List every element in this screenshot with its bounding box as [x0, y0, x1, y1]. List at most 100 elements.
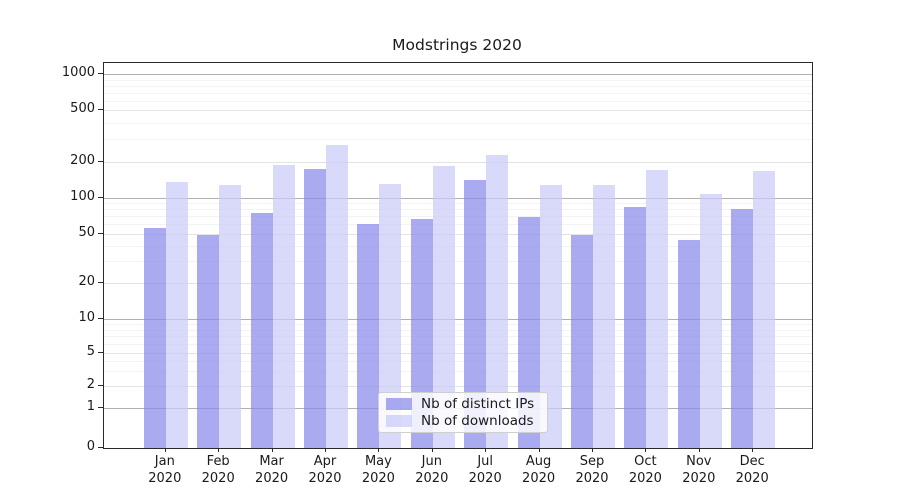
bar-mar-distinct-ips [250, 212, 273, 448]
bar-mar-downloads [272, 164, 295, 448]
minor-gridline [104, 100, 812, 102]
bar-may-distinct-ips [357, 224, 380, 448]
gridline-y-1000 [104, 74, 812, 76]
minor-gridline [104, 92, 812, 94]
bar-apr-downloads [326, 144, 348, 448]
bar-dec-downloads [753, 170, 776, 448]
bar-feb-distinct-ips [197, 234, 220, 448]
x-tick-mark-apr [325, 448, 326, 452]
x-tick-label-jul: Jul 2020 [468, 454, 502, 486]
bar-feb-downloads [219, 184, 242, 448]
legend: Nb of distinct IPs Nb of downloads [378, 392, 548, 433]
y-tick-mark-5 [98, 351, 103, 353]
gridline-y-5 [104, 352, 812, 354]
x-tick-mark-mar [271, 448, 273, 452]
bar-oct-downloads [646, 170, 669, 448]
minor-gridline [104, 245, 812, 247]
x-tick-mark-dec [752, 448, 754, 452]
gridline-y-500 [104, 110, 812, 112]
x-tick-mark-nov [698, 448, 700, 452]
bar-jan-downloads [165, 182, 188, 448]
minor-gridline [104, 343, 812, 345]
y-tick-label-500: 500 [70, 101, 95, 117]
y-tick-mark-2 [98, 385, 103, 386]
y-tick-label-1: 1 [86, 398, 95, 414]
minor-gridline [104, 260, 812, 262]
bar-jan-distinct-ips [143, 227, 166, 448]
legend-label-distinct-ips: Nb of distinct IPs [421, 395, 535, 412]
minor-gridline [104, 323, 812, 325]
bar-jun-downloads [432, 165, 455, 448]
x-tick-label-sep: Sep 2020 [575, 454, 609, 486]
y-tick-mark-20 [98, 281, 103, 283]
x-tick-label-may: May 2020 [361, 454, 395, 486]
bar-aug-distinct-ips [517, 216, 540, 448]
minor-gridline [104, 329, 812, 331]
legend-swatch-downloads [386, 415, 412, 428]
x-tick-label-oct: Oct 2020 [628, 454, 662, 486]
y-tick-mark-10 [98, 317, 103, 319]
bar-apr-distinct-ips [304, 168, 326, 448]
y-tick-label-100: 100 [70, 188, 95, 204]
y-tick-mark-100 [98, 196, 103, 198]
y-tick-mark-1 [98, 406, 103, 408]
bar-sep-distinct-ips [571, 234, 593, 448]
gridline-y-20 [104, 282, 812, 284]
minor-gridline [104, 371, 812, 373]
x-tick-mark-jun [431, 448, 433, 452]
y-tick-mark-1000 [98, 73, 103, 75]
bar-may-downloads [379, 184, 402, 448]
x-tick-label-apr: Apr 2020 [308, 454, 342, 486]
x-tick-mark-jan [164, 448, 166, 452]
bar-dec-distinct-ips [731, 209, 754, 448]
gridline-y-100 [104, 197, 812, 199]
bar-jun-distinct-ips [410, 219, 433, 448]
legend-label-downloads: Nb of downloads [421, 413, 534, 430]
x-tick-mark-feb [218, 448, 220, 452]
minor-gridline [104, 139, 812, 140]
y-tick-label-50: 50 [78, 224, 95, 240]
x-tick-mark-sep [592, 448, 593, 452]
chart-title: Modstrings 2020 [392, 36, 522, 54]
y-tick-label-1000: 1000 [61, 65, 95, 81]
y-tick-label-20: 20 [78, 273, 95, 289]
minor-gridline [104, 79, 812, 81]
x-tick-label-mar: Mar 2020 [255, 454, 289, 486]
y-tick-mark-200 [98, 160, 103, 162]
minor-gridline [104, 224, 812, 226]
legend-swatch-distinct-ips [386, 397, 412, 410]
minor-gridline [104, 216, 812, 218]
y-tick-label-0: 0 [86, 438, 95, 454]
y-tick-label-200: 200 [70, 152, 95, 168]
bar-jul-downloads [486, 155, 509, 448]
x-tick-mark-may [378, 448, 380, 452]
x-tick-mark-jul [485, 448, 487, 452]
gridline-y-10 [104, 318, 812, 320]
minor-gridline [104, 209, 812, 211]
gridline-y-50 [104, 233, 812, 235]
x-tick-mark-aug [538, 448, 540, 452]
y-tick-label-2: 2 [86, 377, 95, 392]
x-tick-label-aug: Aug 2020 [522, 454, 556, 486]
y-tick-mark-0 [98, 446, 103, 448]
plot-area [103, 62, 813, 449]
gridline-y-2 [104, 386, 812, 387]
y-tick-mark-500 [98, 109, 103, 111]
minor-gridline [104, 203, 812, 205]
legend-item-downloads: Nb of downloads [386, 413, 547, 429]
bar-nov-downloads [699, 193, 722, 448]
gridline-y-200 [104, 161, 812, 163]
minor-gridline [104, 336, 812, 338]
x-tick-label-jun: Jun 2020 [415, 454, 449, 486]
minor-gridline [104, 85, 812, 87]
y-tick-label-5: 5 [86, 343, 95, 359]
x-tick-mark-oct [645, 448, 647, 452]
y-tick-mark-50 [98, 232, 103, 234]
x-tick-label-dec: Dec 2020 [735, 454, 769, 486]
x-tick-label-nov: Nov 2020 [682, 454, 716, 486]
minor-gridline [104, 360, 812, 362]
bar-sep-downloads [593, 184, 615, 448]
bar-nov-distinct-ips [677, 240, 700, 448]
y-tick-label-10: 10 [78, 309, 95, 325]
